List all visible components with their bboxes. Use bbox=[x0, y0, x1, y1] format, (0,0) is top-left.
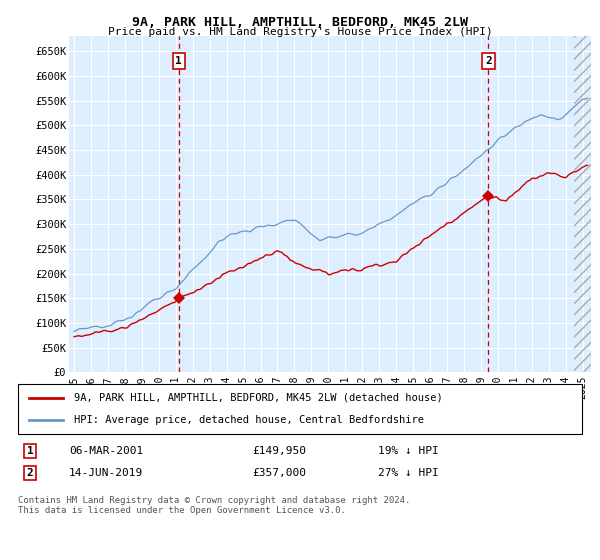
Text: 2: 2 bbox=[26, 468, 34, 478]
Text: £357,000: £357,000 bbox=[252, 468, 306, 478]
Text: Contains HM Land Registry data © Crown copyright and database right 2024.
This d: Contains HM Land Registry data © Crown c… bbox=[18, 496, 410, 515]
Text: Price paid vs. HM Land Registry's House Price Index (HPI): Price paid vs. HM Land Registry's House … bbox=[107, 27, 493, 37]
Bar bbox=[574, 36, 600, 372]
Text: 19% ↓ HPI: 19% ↓ HPI bbox=[378, 446, 439, 456]
Text: 06-MAR-2001: 06-MAR-2001 bbox=[69, 446, 143, 456]
Text: 2: 2 bbox=[485, 56, 492, 66]
FancyBboxPatch shape bbox=[18, 384, 582, 434]
Text: 9A, PARK HILL, AMPTHILL, BEDFORD, MK45 2LW (detached house): 9A, PARK HILL, AMPTHILL, BEDFORD, MK45 2… bbox=[74, 393, 443, 403]
Text: 14-JUN-2019: 14-JUN-2019 bbox=[69, 468, 143, 478]
Text: 27% ↓ HPI: 27% ↓ HPI bbox=[378, 468, 439, 478]
Text: 1: 1 bbox=[175, 56, 182, 66]
Text: £149,950: £149,950 bbox=[252, 446, 306, 456]
Text: 9A, PARK HILL, AMPTHILL, BEDFORD, MK45 2LW: 9A, PARK HILL, AMPTHILL, BEDFORD, MK45 2… bbox=[132, 16, 468, 29]
Text: 1: 1 bbox=[26, 446, 34, 456]
Text: HPI: Average price, detached house, Central Bedfordshire: HPI: Average price, detached house, Cent… bbox=[74, 415, 424, 425]
